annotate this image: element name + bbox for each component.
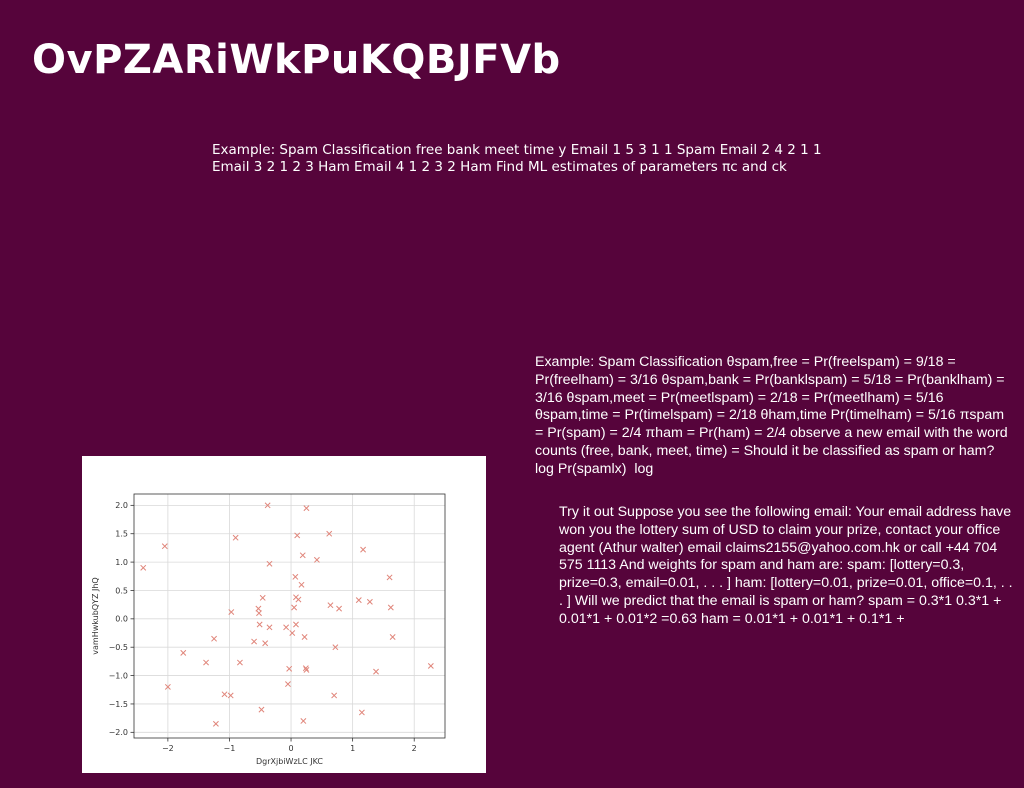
spam-example-table-text: Example: Spam Classification free bank m… [212, 142, 852, 176]
y-tick-label: −0.5 [109, 643, 128, 652]
scatter-point [302, 634, 307, 639]
scatter-point [388, 605, 393, 610]
slide-title: OvPZARiWkPuKQBJFVb [32, 34, 561, 86]
scatter-point [285, 681, 290, 686]
try-it-out-text: Try it out Suppose you see the following… [559, 504, 1017, 629]
scatter-plot: −2 −1 0 1 2 −2.0 −1.5 −1.0 −0.5 0.0 0.5 1.0 1.5 2.0 D… [82, 456, 486, 773]
y-tick-label: 0.0 [115, 615, 128, 624]
x-tick-label: −1 [224, 744, 236, 753]
y-tick-label: −1.0 [109, 671, 128, 680]
scatter-plot-svg: −2 −1 0 1 2 −2.0 −1.5 −1.0 −0.5 0.0 0.5 1.0 1.5 2.0 D… [82, 456, 486, 773]
y-tick-label: 2.0 [115, 501, 128, 510]
scatter-point [360, 547, 365, 552]
scatter-point [332, 693, 337, 698]
scatter-point [259, 707, 264, 712]
scatter-point [256, 611, 261, 616]
scatter-point [292, 605, 297, 610]
scatter-point [336, 606, 341, 611]
x-tick-label: −2 [162, 744, 174, 753]
scatter-point [203, 660, 208, 665]
x-tick-label: 1 [350, 744, 355, 753]
spam-parameters-text: Example: Spam Classification θspam,free … [535, 354, 1015, 479]
scatter-point [251, 639, 256, 644]
scatter-point [290, 630, 295, 635]
scatter-point [314, 557, 319, 562]
y-tick-label: 0.5 [115, 586, 128, 595]
scatter-point [328, 603, 333, 608]
y-tick-label: −2.0 [109, 728, 128, 737]
scatter-point [356, 598, 361, 603]
scatter-point [237, 660, 242, 665]
scatter-point [301, 718, 306, 723]
scatter-point [284, 625, 289, 630]
y-tick-label: 1.5 [115, 530, 128, 539]
x-axis-label: DgrXjbiWzLC JKC [256, 757, 323, 766]
scatter-point [260, 595, 265, 600]
scatter-point [293, 622, 298, 627]
scatter-point [162, 544, 167, 549]
scatter-point [373, 669, 378, 674]
scatter-point [211, 636, 216, 641]
scatter-point [387, 575, 392, 580]
y-tick-label: 1.0 [115, 558, 128, 567]
x-tick-label: 0 [288, 744, 293, 753]
scatter-point [367, 599, 372, 604]
plot-frame [134, 494, 445, 738]
scatter-point [263, 641, 268, 646]
scatter-point [296, 597, 301, 602]
scatter-point [213, 721, 218, 726]
plot-grid [134, 494, 445, 738]
x-tick-label: 2 [412, 744, 417, 753]
scatter-point [233, 535, 238, 540]
scatter-point [428, 663, 433, 668]
plot-axes: −2 −1 0 1 2 −2.0 −1.5 −1.0 −0.5 0.0 0.5 1.0 1.5 2.0 [109, 501, 417, 753]
scatter-points [141, 503, 434, 727]
scatter-point [181, 650, 186, 655]
scatter-point [300, 553, 305, 558]
scatter-point [257, 622, 262, 627]
scatter-point [299, 582, 304, 587]
scatter-point [304, 506, 309, 511]
scatter-point [359, 710, 364, 715]
y-tick-label: −1.5 [109, 700, 128, 709]
scatter-point [293, 574, 298, 579]
scatter-point [267, 625, 272, 630]
scatter-point [228, 693, 233, 698]
y-axis-label: vamHwkubQYZ JhQ [91, 577, 100, 654]
scatter-point [390, 634, 395, 639]
scatter-point [141, 565, 146, 570]
scatter-point [222, 692, 227, 697]
